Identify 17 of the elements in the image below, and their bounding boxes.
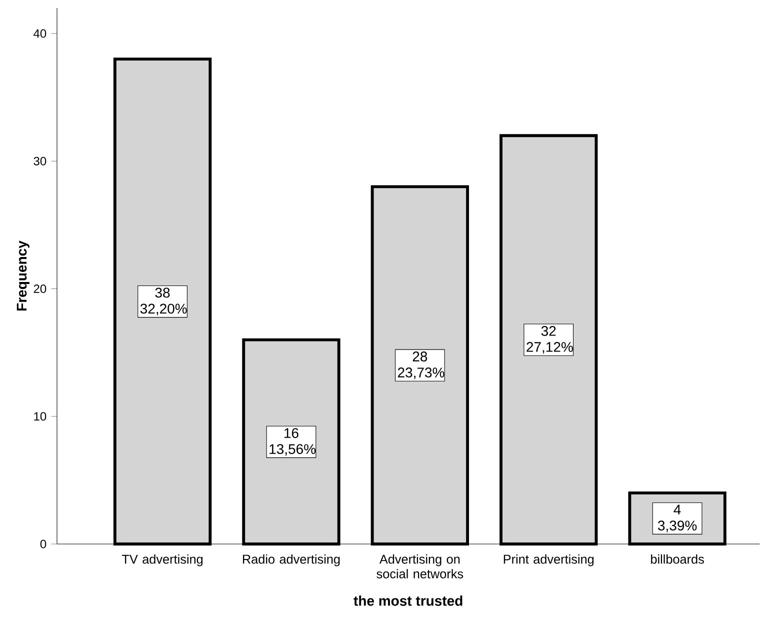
data-label: 16 13,56% [270,428,316,456]
y-tick-label: 30 [34,156,46,166]
data-label: 4 3,39% [658,504,697,532]
data-label: 32 27,12% [526,326,573,354]
x-tick-label: Print advertising [504,554,594,566]
x-tick-label: Advertising on social networks [376,554,464,578]
y-tick-label: 40 [34,29,46,38]
y-tick-label: 0 [40,540,46,548]
x-tick-label: billboards [651,554,704,564]
data-label: 38 32,20% [140,288,187,316]
y-tick-label: 10 [34,412,46,421]
x-tick-label: Radio advertising [242,554,340,566]
y-tick-label: 20 [34,284,46,294]
data-label: 28 23,73% [398,352,444,380]
x-axis-title: the most trusted [354,596,462,606]
y-axis-title: Frequency [16,240,30,310]
x-tick-label: TV advertising [122,554,203,566]
